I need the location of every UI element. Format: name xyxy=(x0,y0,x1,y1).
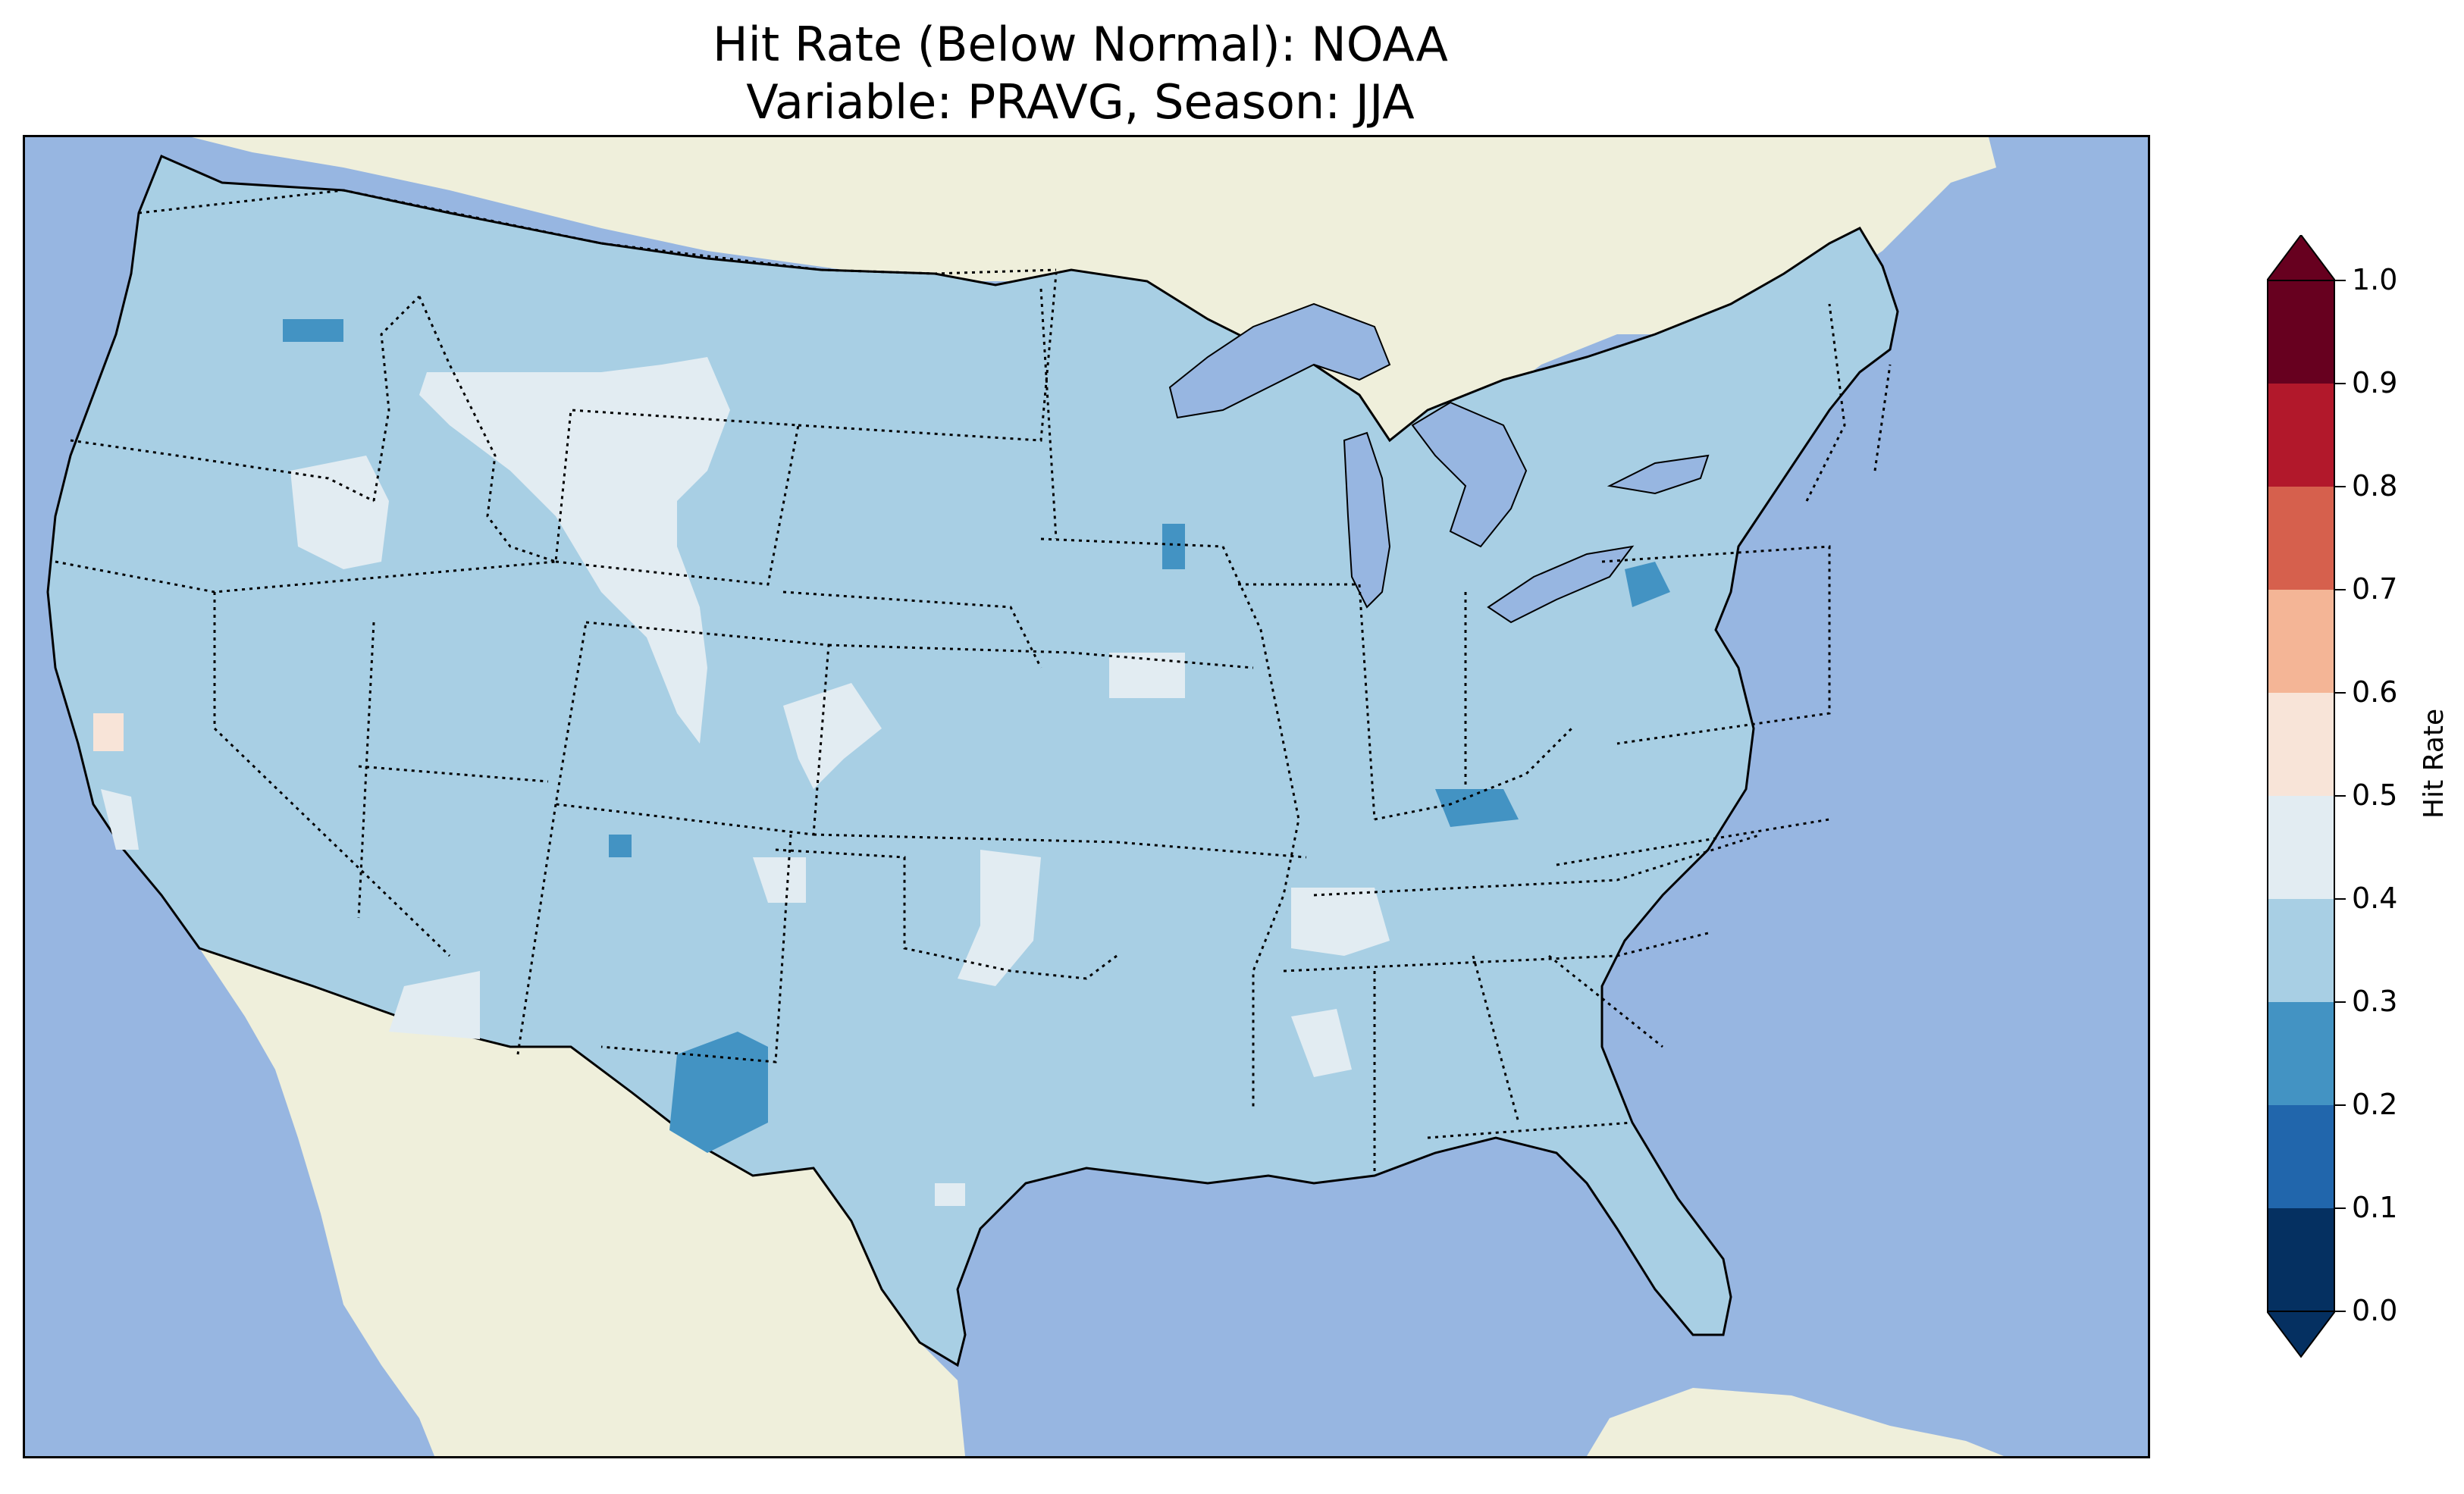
colorbar-extend-max xyxy=(2265,233,2337,281)
colorbar-tick-label: 0.2 xyxy=(2352,1088,2398,1121)
patch-tennessee xyxy=(1291,888,1390,956)
colorbar-tick-label: 0.4 xyxy=(2352,882,2398,915)
border-sd-ne xyxy=(782,590,1042,669)
border-ok-tx xyxy=(775,848,1118,980)
map-title: Hit Rate (Below Normal): NOAA xyxy=(713,17,1448,72)
colorbar-tick-mark xyxy=(2335,1001,2346,1003)
colorbar-tick-label: 0.7 xyxy=(2352,572,2398,606)
patch-iowa xyxy=(1109,653,1185,698)
patch-pennsylvania xyxy=(1625,562,1670,607)
border-tn-south xyxy=(1283,932,1709,973)
colorbar-tick-label: 0.0 xyxy=(2352,1294,2398,1327)
colorbar-segment-bin_2_3 xyxy=(2267,1002,2335,1105)
colorbar-tick-label: 1.0 xyxy=(2352,263,2398,296)
border-mt-id xyxy=(418,296,556,563)
colorbar-tick-mark xyxy=(2335,1311,2346,1312)
lake-ontario xyxy=(1607,454,1710,495)
patch-colorado xyxy=(783,683,882,789)
colorbar-segment-bin_3_4 xyxy=(2267,899,2335,1002)
colorbar-tick-mark xyxy=(2335,898,2346,900)
border-mississippi-river xyxy=(1221,546,1300,1107)
colorbar-tick-mark xyxy=(2335,692,2346,694)
border-ne-ks xyxy=(828,644,1072,654)
colorbar-segment-bin_8_9 xyxy=(2267,384,2335,487)
border-me xyxy=(1873,364,1892,471)
mexico-landmass xyxy=(199,948,965,1456)
hit-rate-field xyxy=(93,319,1670,1206)
colorbar-outline xyxy=(2267,280,2335,1312)
patch-tx-panhandle xyxy=(958,850,1041,986)
colorbar-swatches xyxy=(2265,233,2337,1358)
lake-michigan xyxy=(1343,431,1391,609)
patch-socal xyxy=(101,789,139,850)
colorbar-tick-mark xyxy=(2335,280,2346,281)
colorbar-segment-bin_6_7 xyxy=(2267,590,2335,693)
colorbar-segment-bin_5_6 xyxy=(2267,693,2335,796)
colorbar-segment-bin_9_10 xyxy=(2267,280,2335,384)
map-frame xyxy=(23,135,2150,1458)
colorbar-tick-label: 0.8 xyxy=(2352,469,2398,503)
border-ny-ne xyxy=(1805,303,1846,502)
colorbar-tick-mark xyxy=(2335,486,2346,487)
border-al-ga xyxy=(1472,955,1520,1123)
map-subtitle: Variable: PRAVG, Season: JJA xyxy=(746,74,1415,130)
colorbar-tick-label: 0.6 xyxy=(2352,675,2398,709)
border-nm-tx xyxy=(600,834,792,1063)
patch-n-iowa xyxy=(1162,524,1185,569)
colorbar-segment-bin_4_5 xyxy=(2267,796,2335,899)
colorbar-segment-bin_0_1 xyxy=(2267,1208,2335,1311)
patch-idaho xyxy=(290,456,389,569)
colorbar-tick-mark xyxy=(2335,795,2346,797)
colorbar-tick-mark xyxy=(2335,589,2346,590)
colorbar-tick-label: 0.1 xyxy=(2352,1191,2398,1224)
border-dakotas xyxy=(798,273,1058,442)
patch-nm-east xyxy=(753,857,806,903)
border-ks-ok xyxy=(813,833,1118,844)
patch-central-ca xyxy=(93,713,124,751)
state-borders xyxy=(55,189,1892,1176)
map-canvas xyxy=(25,137,2148,1456)
patch-montana-wyoming xyxy=(419,357,730,744)
colorbar-label: Hit Rate xyxy=(2419,708,2450,819)
colorbar-tick-label: 0.3 xyxy=(2352,985,2398,1018)
colorbar-tick-mark xyxy=(2335,383,2346,384)
border-wy xyxy=(554,409,800,586)
canada-landmass xyxy=(192,137,1996,471)
patch-kentucky xyxy=(1435,789,1519,827)
colorbar xyxy=(2265,233,2337,1390)
colorbar-segment-bin_7_8 xyxy=(2267,487,2335,590)
colorbar-tick-label: 0.5 xyxy=(2352,778,2398,812)
border-ia-mo xyxy=(1071,651,1254,669)
border-ohio-river xyxy=(1374,727,1573,821)
patch-oregon xyxy=(283,319,343,342)
border-wa-or xyxy=(70,439,375,503)
border-ut-az xyxy=(358,765,549,783)
border-pa xyxy=(1601,545,1831,745)
patch-new-mexico xyxy=(609,835,632,857)
patch-west-texas xyxy=(669,1032,768,1153)
patch-mississippi xyxy=(1291,1009,1352,1077)
colorbar-extend-min xyxy=(2265,1311,2337,1358)
lake-superior xyxy=(1168,302,1391,419)
border-ca-nv xyxy=(213,592,451,957)
colorbar-segment-bin_1_2 xyxy=(2267,1105,2335,1208)
patch-arizona xyxy=(389,971,480,1039)
border-tn-ky xyxy=(1313,833,1762,897)
border-mo-ar xyxy=(1116,841,1307,859)
border-id-west xyxy=(372,295,421,502)
border-il-in xyxy=(1358,584,1376,820)
border-va-nc xyxy=(1556,818,1830,866)
border-ga-sc xyxy=(1548,954,1663,1048)
colorbar-tick-label: 0.9 xyxy=(2352,366,2398,399)
lake-erie xyxy=(1487,545,1635,624)
lake-huron xyxy=(1411,401,1528,548)
colorbar-tick-mark xyxy=(2335,1207,2346,1209)
border-mn-ia xyxy=(1040,537,1224,548)
colorbar-tick-mark xyxy=(2335,1104,2346,1106)
cuba-landmass xyxy=(1587,1388,2004,1456)
patch-gulf-tx xyxy=(935,1183,965,1206)
